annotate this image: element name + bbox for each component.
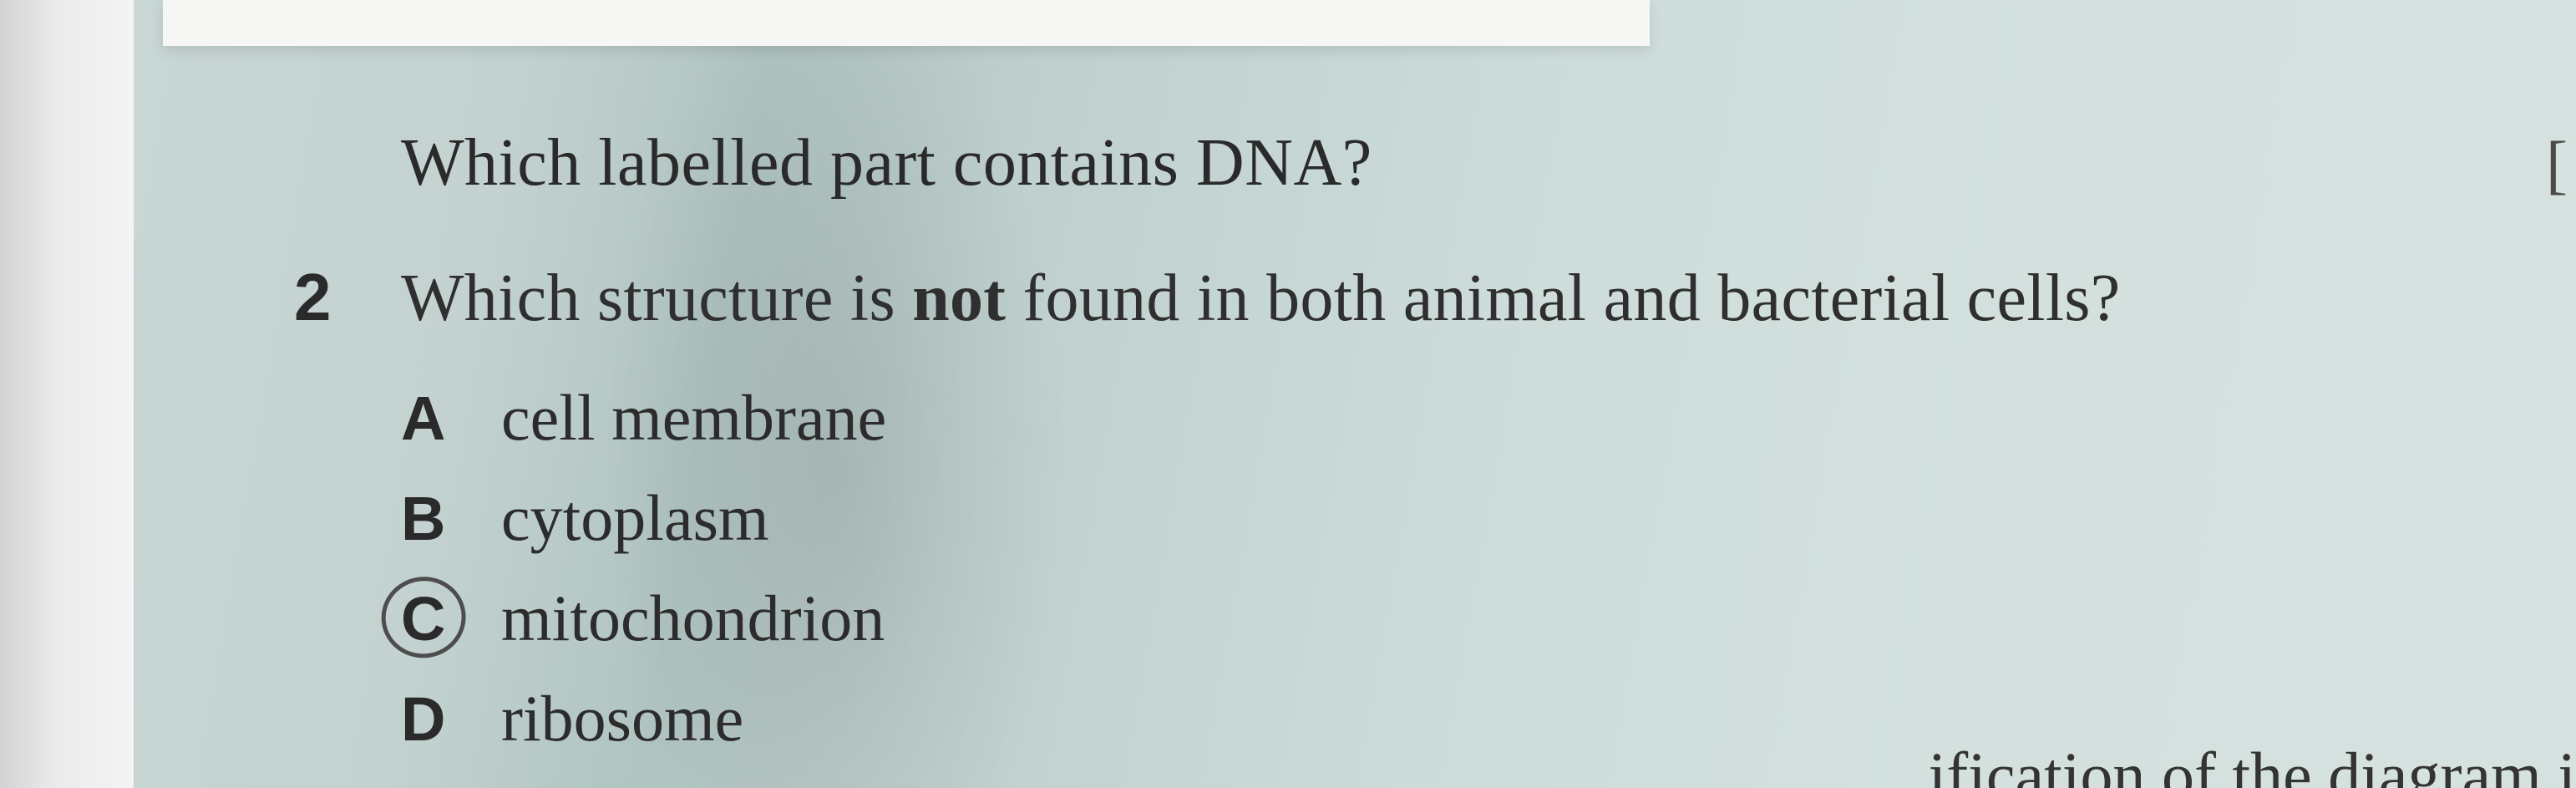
option-d: D ribosome: [401, 669, 886, 769]
option-a-letter: A: [401, 383, 501, 454]
option-c-text: mitochondrion: [501, 581, 885, 656]
option-b-text: cytoplasm: [501, 480, 769, 556]
option-b: B cytoplasm: [401, 468, 886, 568]
option-b-letter: B: [401, 483, 501, 554]
figure-fragment-above: [163, 0, 1650, 46]
question-2-text-before: Which structure is: [401, 262, 912, 335]
option-a: A cell membrane: [401, 368, 886, 468]
question-2-text: Which structure is not found in both ani…: [401, 261, 2121, 337]
option-d-text: ribosome: [501, 681, 743, 756]
question-2-number: 2: [294, 259, 401, 336]
page-left-margin: [0, 0, 134, 788]
option-d-letter: D: [401, 684, 501, 755]
question-2-row: 2 Which structure is not found in both a…: [294, 259, 2543, 337]
option-c-letter-glyph: C: [401, 583, 445, 654]
options-list: A cell membrane B cytoplasm C mitochondr…: [401, 368, 886, 769]
option-c-letter: C: [401, 583, 501, 654]
option-a-text: cell membrane: [501, 380, 886, 455]
question-1-tail-text: Which labelled part contains DNA?: [401, 125, 1372, 201]
option-c: C mitochondrion: [401, 568, 886, 669]
question-2-text-after: found in both animal and bacterial cells…: [1006, 262, 2120, 335]
mark-bracket: [: [2546, 127, 2568, 202]
page-root: [ Which labelled part contains DNA? 2 Wh…: [0, 0, 2576, 788]
question-2-bold-word: not: [912, 262, 1006, 335]
next-question-cutoff-text: ification of the diagram i: [1929, 738, 2576, 788]
